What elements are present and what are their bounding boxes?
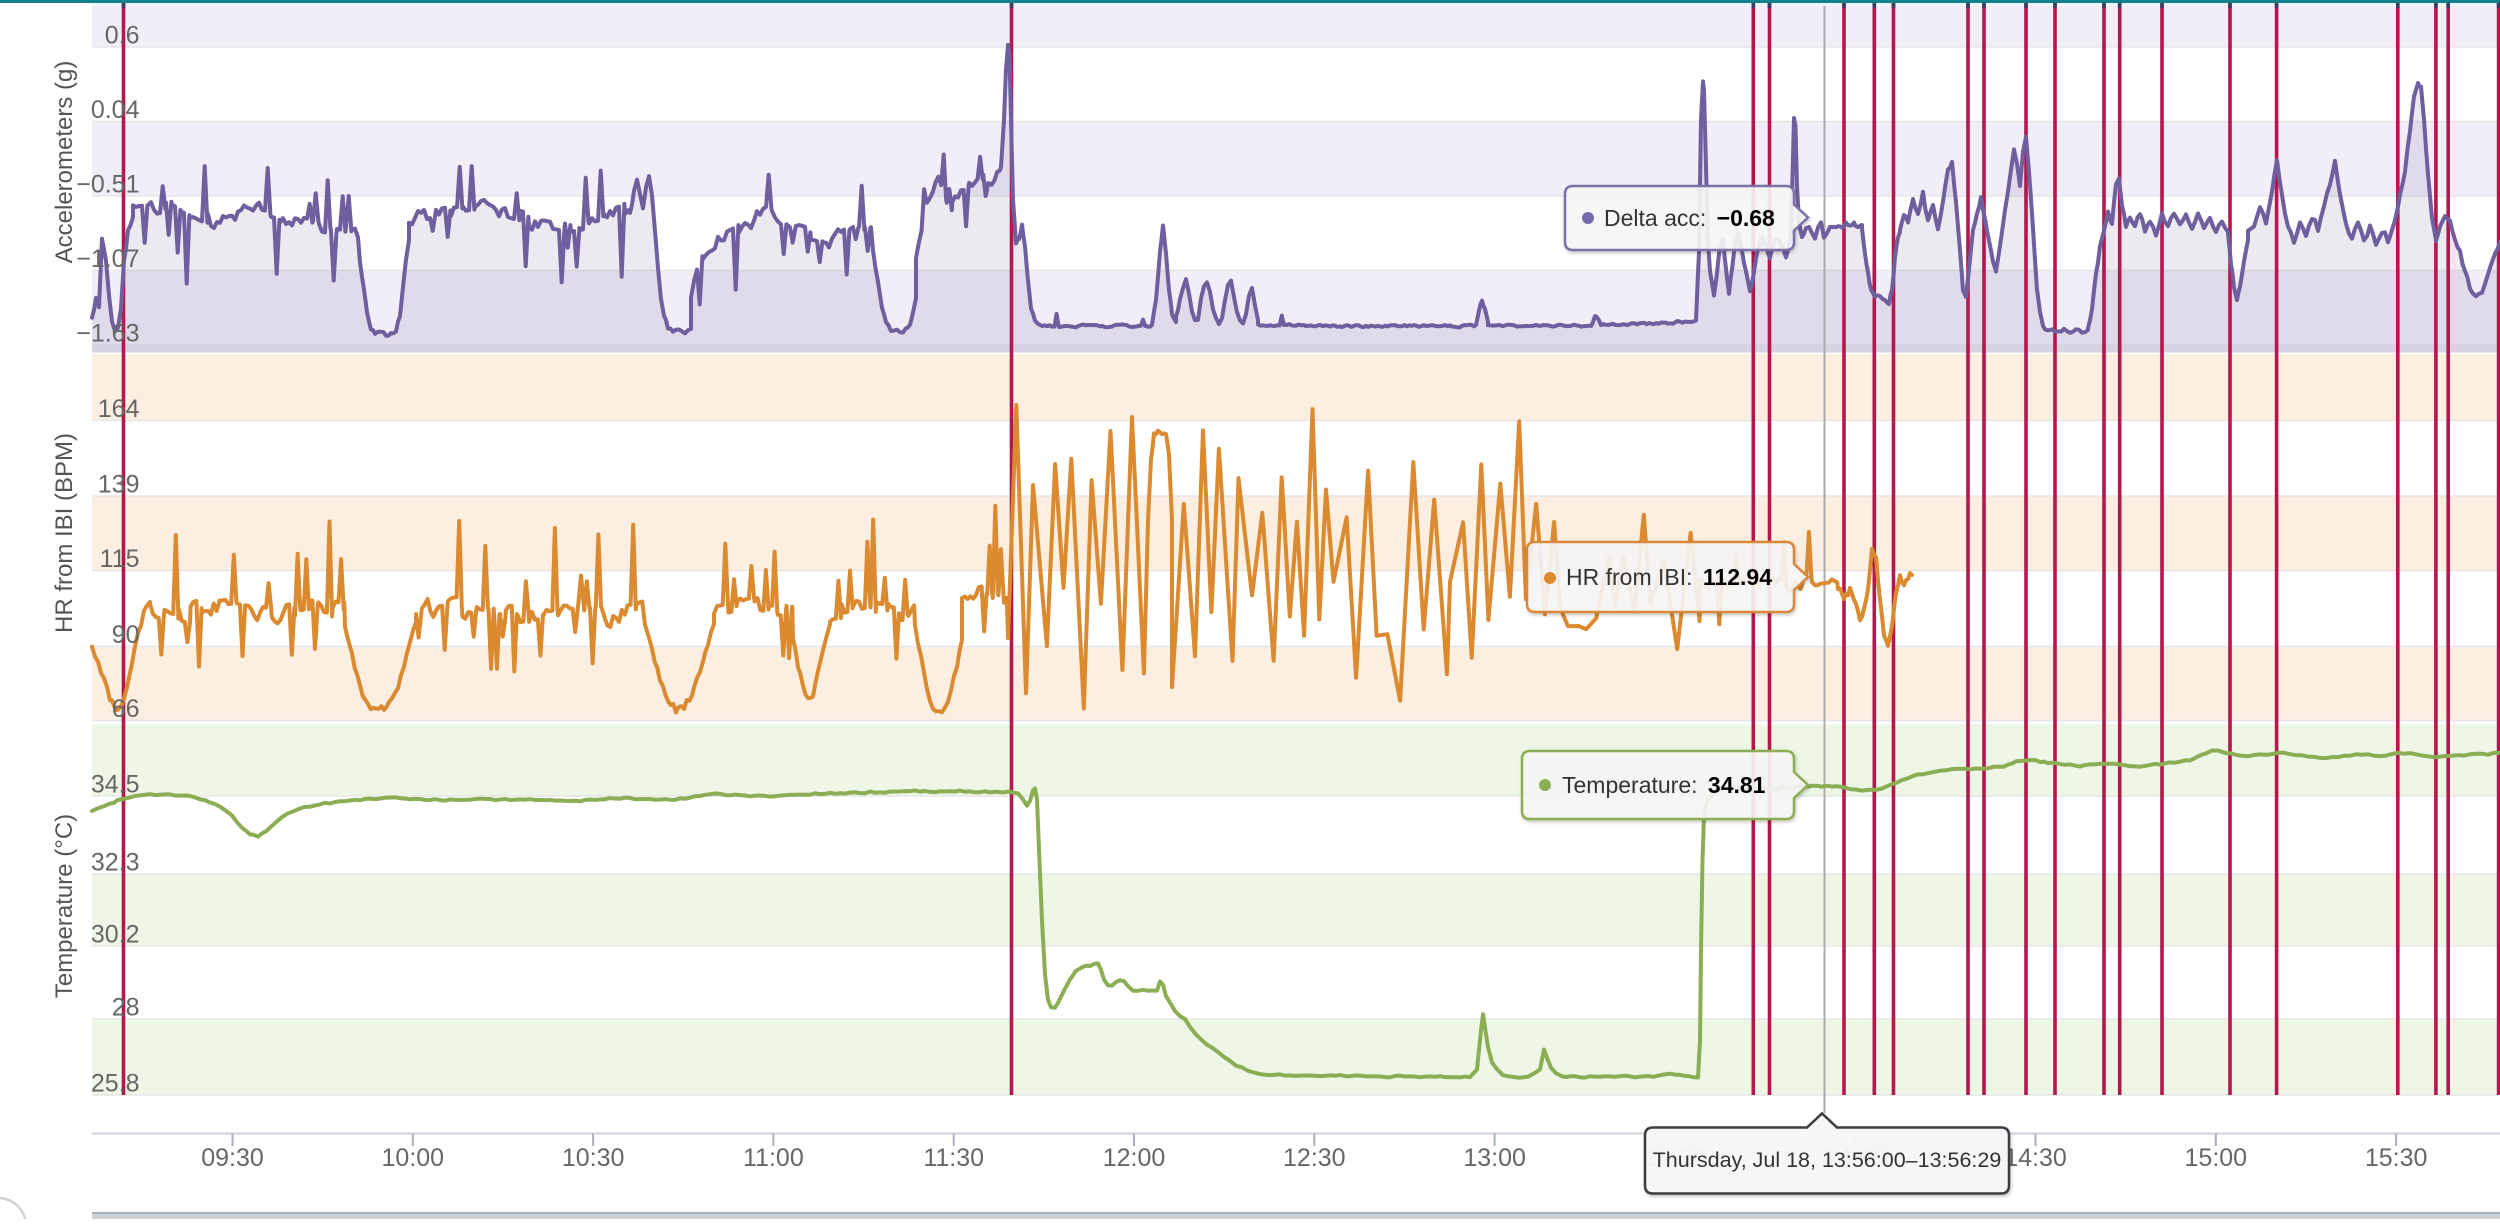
svg-text:90: 90	[112, 621, 140, 649]
svg-text:0.6: 0.6	[105, 22, 140, 50]
svg-text:−0.51: −0.51	[76, 171, 139, 199]
svg-text:139: 139	[98, 471, 140, 499]
svg-text:Temperature (°C): Temperature (°C)	[51, 814, 78, 998]
svg-text:25.8: 25.8	[91, 1070, 140, 1098]
svg-text:13:00: 13:00	[1463, 1144, 1526, 1172]
svg-text:15:30: 15:30	[2365, 1144, 2428, 1172]
svg-text:09:30: 09:30	[201, 1144, 264, 1172]
svg-text:Accelerometers (g): Accelerometers (g)	[51, 61, 78, 264]
svg-text:115: 115	[100, 545, 140, 573]
svg-text:Delta acc: −0.68: Delta acc: −0.68	[1604, 205, 1775, 231]
svg-text:30.2: 30.2	[91, 921, 140, 949]
svg-text:14:30: 14:30	[2004, 1144, 2067, 1172]
svg-text:HR from IBI (BPM): HR from IBI (BPM)	[51, 433, 78, 633]
svg-text:Thursday, Jul 18, 13:56:00–13:: Thursday, Jul 18, 13:56:00–13:56:29	[1653, 1148, 2002, 1172]
svg-text:11:30: 11:30	[923, 1144, 984, 1172]
svg-text:10:00: 10:00	[382, 1144, 445, 1172]
svg-text:28: 28	[112, 994, 140, 1022]
svg-text:HR from IBI: 112.94: HR from IBI: 112.94	[1566, 564, 1772, 590]
svg-text:12:00: 12:00	[1103, 1144, 1166, 1172]
svg-text:15:00: 15:00	[2185, 1144, 2248, 1172]
svg-text:10:30: 10:30	[562, 1144, 625, 1172]
svg-text:12:30: 12:30	[1283, 1144, 1346, 1172]
svg-text:−1.63: −1.63	[76, 320, 139, 348]
svg-text:−1.07: −1.07	[76, 245, 139, 273]
svg-text:32.3: 32.3	[91, 849, 140, 877]
svg-text:66: 66	[112, 695, 140, 723]
svg-text:Temperature: 34.81: Temperature: 34.81	[1562, 772, 1766, 798]
svg-text:0.04: 0.04	[91, 96, 140, 124]
svg-text:34.5: 34.5	[91, 771, 140, 799]
svg-text:164: 164	[98, 395, 140, 423]
svg-text:11:00: 11:00	[743, 1144, 804, 1172]
